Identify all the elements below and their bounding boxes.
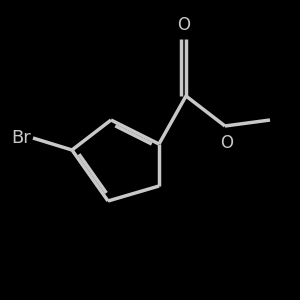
Text: O: O [220,134,233,152]
Text: Br: Br [12,129,32,147]
Text: O: O [178,16,190,34]
